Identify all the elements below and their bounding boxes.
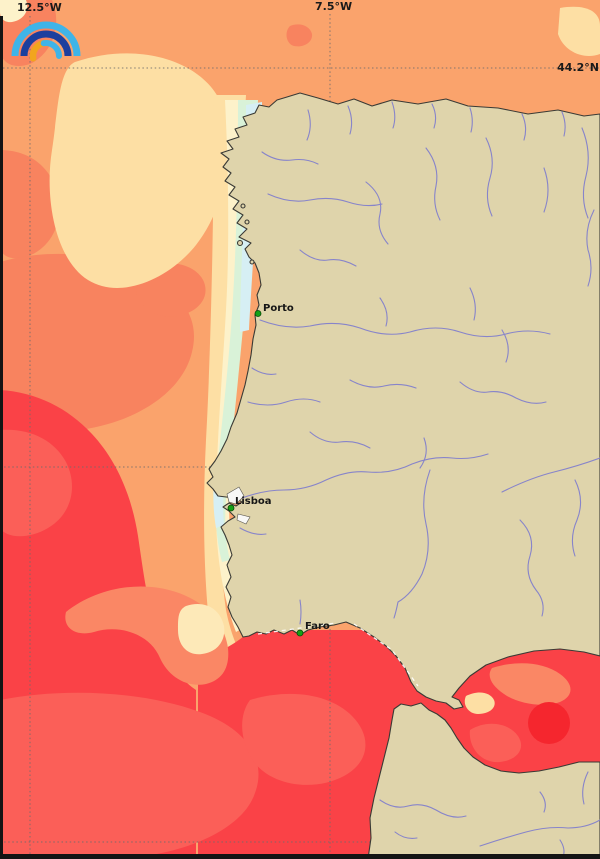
south-coast-surfline [257, 622, 419, 687]
city-marker-faro [296, 629, 304, 637]
sado-estuary [236, 513, 251, 525]
map-frame-bottom-border [0, 854, 600, 859]
longitude-label-7-5w: 7.5°W [315, 0, 353, 13]
morocco-landmass [367, 702, 600, 859]
city-marker-porto [254, 310, 262, 317]
city-label-faro: Faro [305, 621, 330, 632]
logo-middle-arc-icon [20, 30, 72, 57]
coastal-island [240, 203, 246, 209]
city-label-porto: Porto [263, 303, 294, 314]
rivers-layer [239, 101, 600, 858]
coastal-island [244, 219, 250, 225]
tagus-estuary [226, 486, 245, 505]
land-layer [206, 92, 600, 859]
logo-inner-arc-icon [40, 40, 62, 59]
logo-outer-arc-icon [11, 21, 81, 57]
coastal-island [249, 259, 255, 265]
iberia-landmass [206, 92, 600, 710]
latitude-label-44-2n: 44.2°N [557, 61, 599, 74]
city-marker-lisboa [227, 504, 235, 512]
city-label-lisboa: Lisboa [235, 496, 272, 507]
map-frame-left-border [0, 16, 3, 859]
city-markers-layer [227, 310, 304, 637]
estuary-layer [226, 486, 419, 687]
rainbow-arcs-logo [11, 21, 81, 62]
longitude-label-12-5w: 12.5°W [17, 1, 62, 14]
coastal-island [236, 239, 244, 247]
